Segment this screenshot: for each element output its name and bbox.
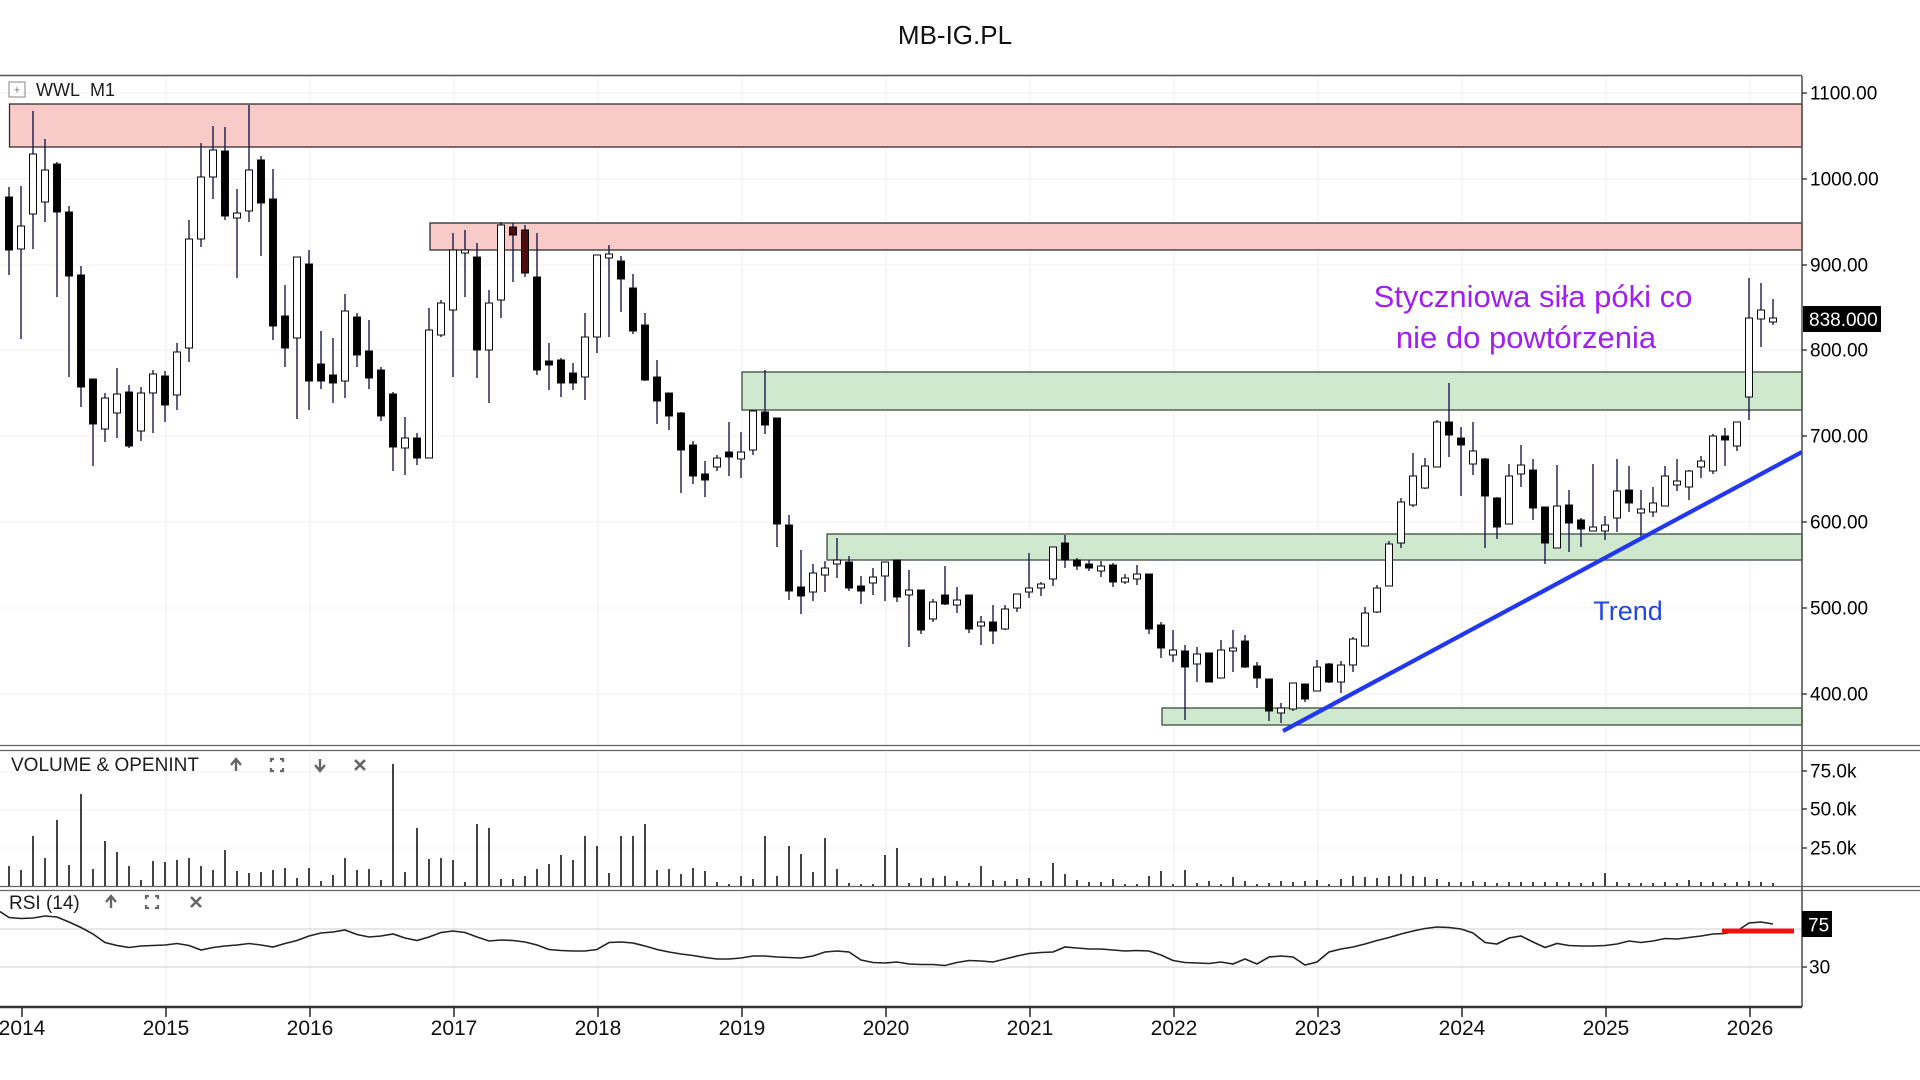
svg-text:25.0k: 25.0k (1810, 839, 1857, 860)
svg-text:2022: 2022 (1151, 1017, 1198, 1040)
svg-text:800.00: 800.00 (1810, 341, 1868, 362)
svg-text:nie do powtórzenia: nie do powtórzenia (1396, 320, 1657, 355)
svg-text:2025: 2025 (1583, 1017, 1630, 1040)
svg-text:2015: 2015 (143, 1017, 190, 1040)
svg-text:Trend: Trend (1593, 596, 1663, 626)
svg-text:838.000: 838.000 (1809, 310, 1878, 331)
svg-text:Styczniowa siła póki co: Styczniowa siła póki co (1374, 279, 1693, 314)
svg-text:30: 30 (1809, 958, 1830, 979)
svg-text:600.00: 600.00 (1810, 513, 1868, 534)
svg-text:2020: 2020 (863, 1017, 910, 1040)
svg-text:2016: 2016 (287, 1017, 334, 1040)
svg-text:900.00: 900.00 (1810, 256, 1868, 277)
svg-text:2021: 2021 (1007, 1017, 1054, 1040)
svg-text:RSI (14): RSI (14) (9, 893, 80, 914)
svg-text:2019: 2019 (719, 1017, 766, 1040)
svg-text:VOLUME & OPENINT: VOLUME & OPENINT (11, 755, 199, 776)
svg-text:2026: 2026 (1727, 1017, 1774, 1040)
svg-text:2017: 2017 (431, 1017, 478, 1040)
svg-text:2014: 2014 (0, 1017, 46, 1040)
svg-text:700.00: 700.00 (1810, 427, 1868, 448)
svg-text:2024: 2024 (1439, 1017, 1486, 1040)
svg-text:75.0k: 75.0k (1810, 762, 1857, 783)
svg-text:MB-IG.PL: MB-IG.PL (898, 20, 1012, 50)
svg-text:2018: 2018 (575, 1017, 622, 1040)
svg-text:1000.00: 1000.00 (1810, 170, 1879, 191)
svg-text:75: 75 (1808, 916, 1829, 937)
svg-text:2023: 2023 (1295, 1017, 1342, 1040)
svg-text:500.00: 500.00 (1810, 599, 1868, 620)
svg-text:+: + (14, 85, 20, 97)
svg-text:50.0k: 50.0k (1810, 800, 1857, 821)
svg-text:1100.00: 1100.00 (1810, 84, 1877, 105)
svg-text:WWL M1: WWL M1 (36, 80, 115, 100)
svg-text:400.00: 400.00 (1810, 685, 1868, 706)
